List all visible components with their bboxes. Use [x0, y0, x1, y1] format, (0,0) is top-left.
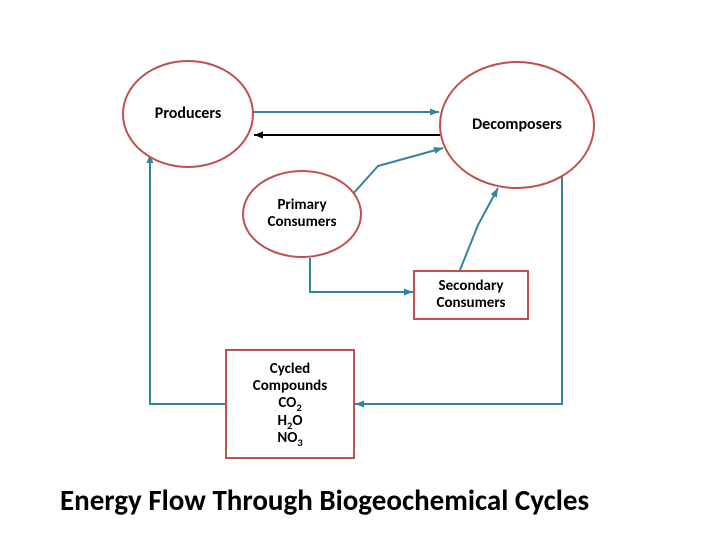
arrowhead-6	[254, 132, 263, 139]
node-cycled-compounds: CycledCompoundsCO2H2ONO3	[225, 349, 355, 459]
node-decomposers-label: Decomposers	[472, 116, 562, 134]
edge-primary-to-decomposers	[352, 148, 443, 195]
arrowhead-1	[433, 147, 443, 154]
edge-secondary-to-decomposers	[460, 188, 498, 270]
edge-cycled-to-producers	[150, 154, 225, 404]
arrowhead-4	[355, 401, 364, 408]
diagram-title: Energy Flow Through Biogeochemical Cycle…	[60, 482, 589, 518]
node-decomposers: Decomposers	[439, 61, 595, 189]
node-producers-label: Producers	[155, 105, 221, 123]
edge-primary-to-secondary	[310, 258, 413, 292]
edges-layer	[0, 0, 720, 540]
diagram-title-text: Energy Flow Through Biogeochemical Cycle…	[60, 482, 589, 518]
node-secondary-label: SecondaryConsumers	[437, 278, 506, 313]
node-primary-consumers: PrimaryConsumers	[242, 170, 362, 258]
node-primary-label: PrimaryConsumers	[268, 197, 337, 232]
arrowhead-3	[404, 289, 413, 296]
node-cycled-label: CycledCompoundsCO2H2ONO3	[253, 361, 327, 447]
arrowhead-2	[491, 188, 498, 198]
node-producers: Producers	[122, 60, 254, 168]
arrowhead-0	[430, 109, 439, 116]
node-secondary-consumers: SecondaryConsumers	[413, 270, 529, 320]
